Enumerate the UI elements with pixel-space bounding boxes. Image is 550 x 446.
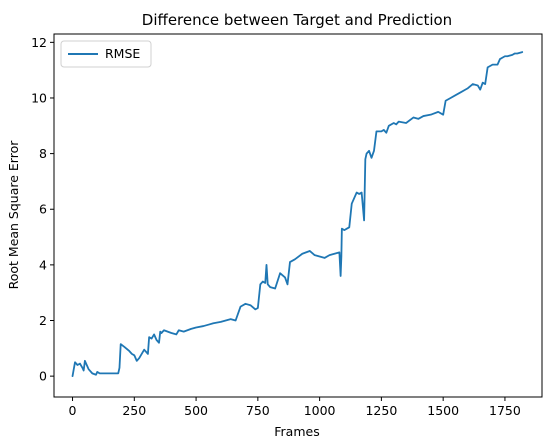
y-tick-label-4: 4 xyxy=(39,257,47,272)
x-tick-label-250: 250 xyxy=(122,403,146,418)
x-tick-label-750: 750 xyxy=(246,403,270,418)
y-axis-label: Root Mean Square Error xyxy=(6,140,21,290)
x-tick-label-1250: 1250 xyxy=(365,403,397,418)
y-tick-label-6: 6 xyxy=(39,202,47,217)
x-tick-label-1750: 1750 xyxy=(489,403,521,418)
x-tick-label-0: 0 xyxy=(69,403,77,418)
y-tick-label-12: 12 xyxy=(31,35,47,50)
legend-label-rmse: RMSE xyxy=(105,46,140,61)
legend-box xyxy=(60,40,152,68)
series-line-rmse xyxy=(71,51,524,378)
y-tick-label-0: 0 xyxy=(39,369,47,384)
y-tick-label-10: 10 xyxy=(31,90,47,105)
plot-frame xyxy=(53,33,543,398)
y-tick-label-8: 8 xyxy=(39,146,47,161)
chart-title: Difference between Target and Prediction xyxy=(142,11,452,29)
x-axis-label: Frames xyxy=(274,424,319,439)
x-tick-label-1000: 1000 xyxy=(304,403,336,418)
x-tick-label-500: 500 xyxy=(184,403,208,418)
legend: RMSE xyxy=(60,40,152,68)
y-tick-label-2: 2 xyxy=(39,313,47,328)
x-tick-label-1500: 1500 xyxy=(427,403,459,418)
